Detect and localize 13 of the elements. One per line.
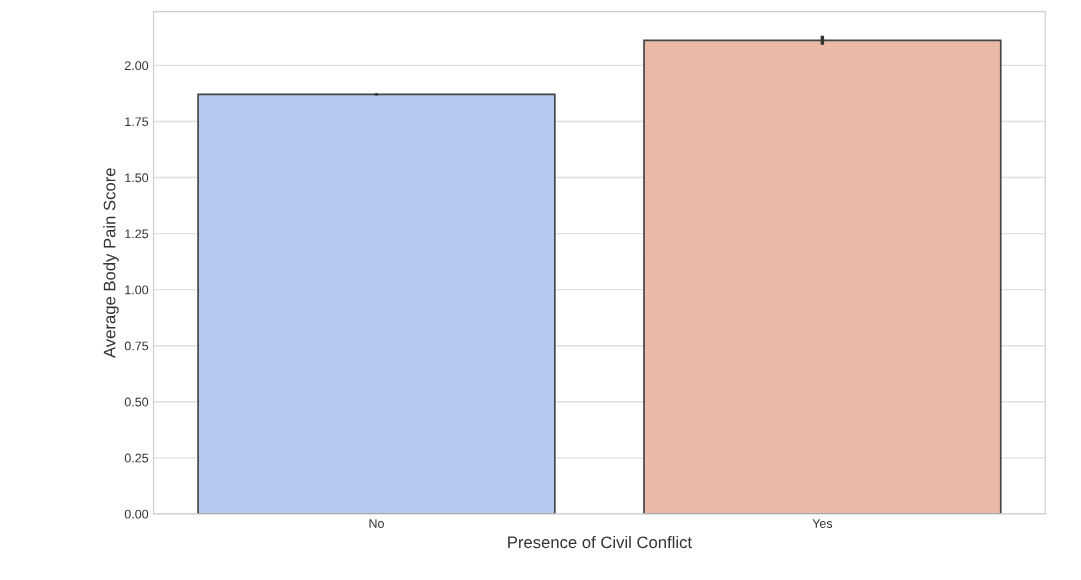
y-tick-label: 0.00 bbox=[124, 509, 149, 519]
y-tick-label: 0.50 bbox=[124, 397, 149, 407]
y-tick-label: 1.75 bbox=[125, 117, 149, 127]
y-tick-label: 0.75 bbox=[124, 341, 149, 351]
x-axis-title: Presence of Civil Conflict bbox=[508, 535, 692, 549]
y-axis-title: Average Body Pain Score bbox=[103, 168, 119, 358]
x-tick-label: No bbox=[369, 519, 384, 528]
y-tick-label: 1.25 bbox=[125, 229, 149, 239]
y-tick-label: 2.00 bbox=[124, 61, 149, 71]
x-tick-label: Yes bbox=[812, 519, 833, 528]
y-tick-label: 1.00 bbox=[125, 285, 149, 295]
y-tick-label: 0.25 bbox=[124, 453, 149, 463]
y-tick-label: 1.50 bbox=[125, 173, 149, 183]
